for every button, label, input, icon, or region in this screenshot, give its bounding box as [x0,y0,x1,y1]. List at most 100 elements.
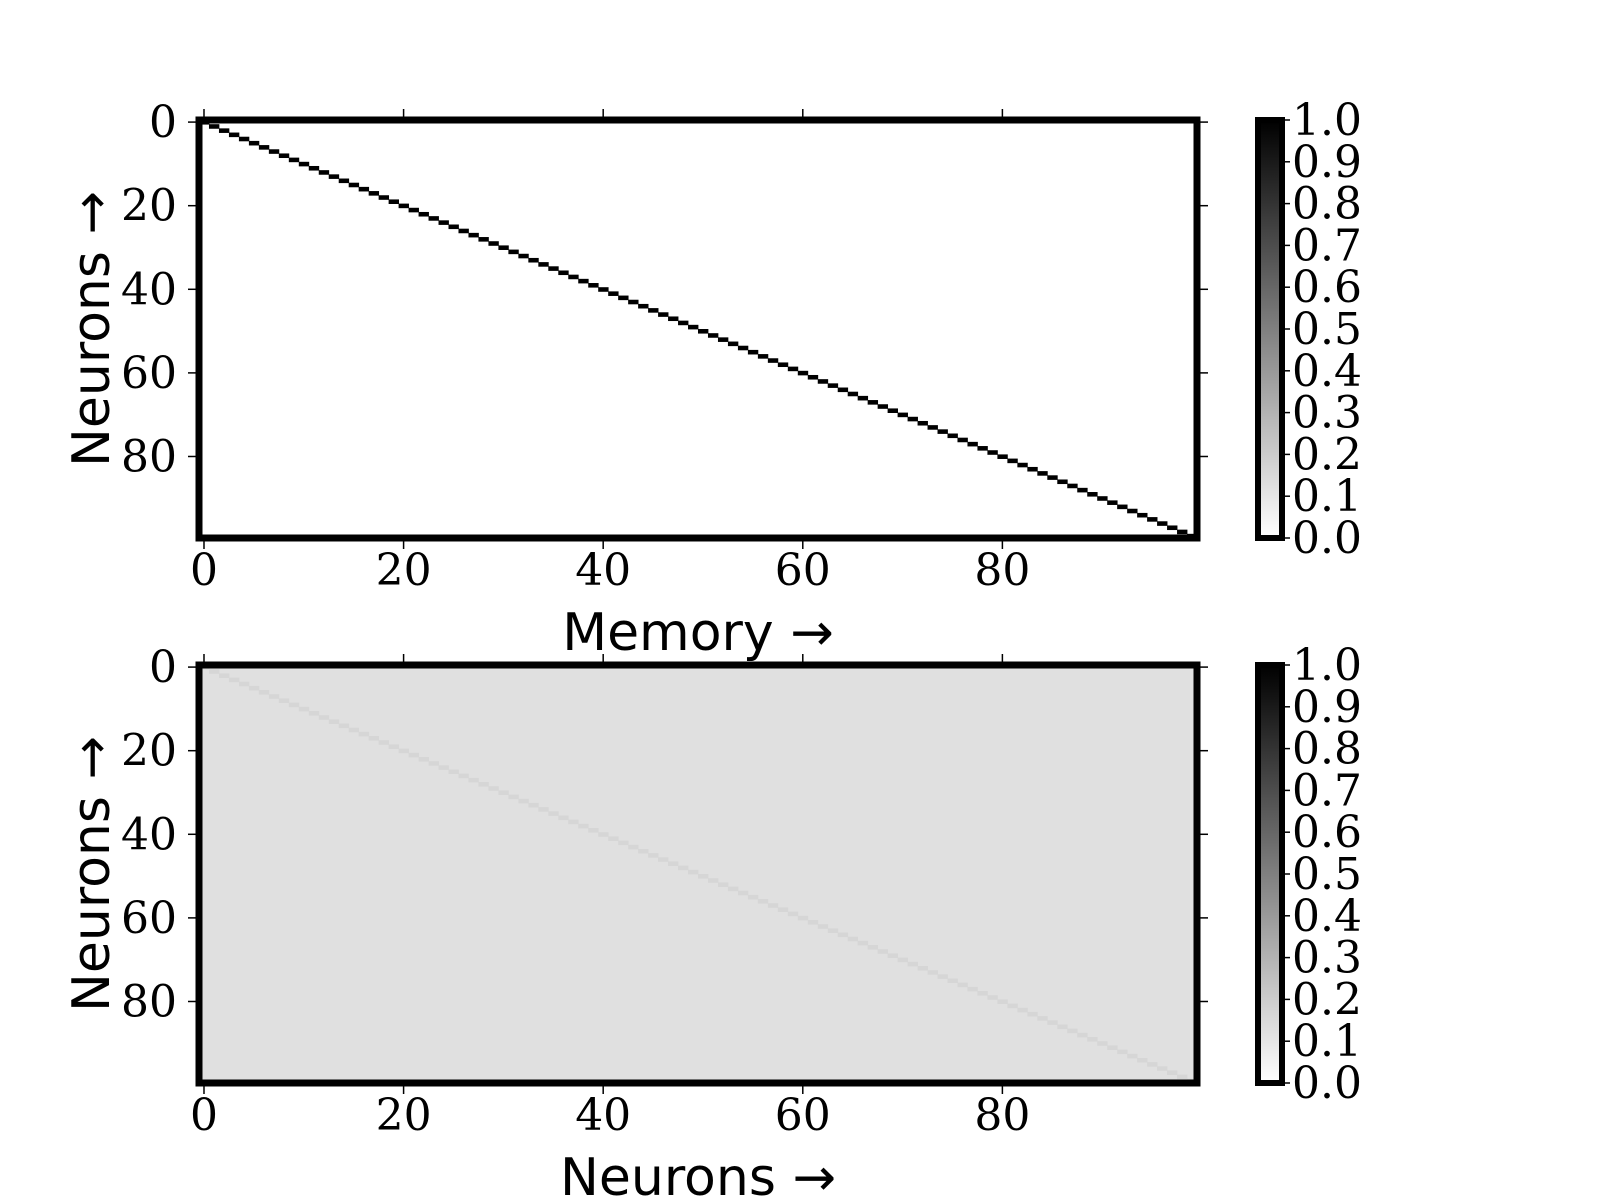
heatmap-cell [787,911,799,917]
y-axis-label: Neurons → [62,191,122,467]
heatmap-cell [278,153,290,159]
heatmap-cell [368,736,380,741]
colorbar-tick-label: 0.4 [1292,891,1362,942]
heatmap-cell [328,174,340,179]
heatmap-cells [199,120,1198,539]
x-tick-label: 60 [775,1090,831,1141]
heatmap-cell [1037,1016,1048,1021]
heatmap-cell [1037,471,1048,476]
heatmap-cell [817,379,829,384]
heatmap-cell [468,232,479,238]
heatmap-cell [418,756,429,762]
heatmap-cell [1137,512,1148,518]
heatmap-cell [528,802,539,808]
heatmap-cell [568,819,579,825]
y-tick-label: 40 [121,809,177,860]
heatmap-cell [787,366,799,372]
heatmap-cell [588,283,599,288]
heatmap-cell [578,278,589,284]
colorbar-tick-label: 0.7 [1292,765,1362,816]
heatmap-cell [548,811,559,816]
colorbar-tick-label: 0.8 [1292,724,1362,775]
heatmap-cell [727,341,739,347]
colorbar-tick-label: 0.8 [1292,179,1362,230]
heatmap-cell [1127,1053,1138,1059]
colorbar: 0.00.10.20.30.40.50.60.70.80.91.0 [1255,95,1362,564]
heatmap-cell [628,299,639,305]
heatmap-cell [438,220,449,225]
heatmap-cell [648,853,659,858]
heatmap-cell [757,354,769,359]
colorbar-tick-label: 0.5 [1292,304,1362,355]
heatmap-cell [308,165,320,171]
heatmap-cell [518,798,529,804]
heatmap-cell [658,857,669,862]
heatmap-cell [438,765,449,770]
heatmap-cell [1007,1003,1018,1009]
heatmap-cell [238,136,250,142]
heatmap-cell [757,899,769,904]
heatmap-cell [238,681,250,687]
heatmap-cell [877,404,889,409]
heatmap-cell [668,316,679,322]
heatmap-cell [917,420,928,426]
heatmap-cell [777,907,789,913]
heatmap-cell [1087,1037,1098,1042]
heatmap-cell [707,333,719,338]
heatmap-cell [568,274,579,280]
heatmap-cell [258,145,270,150]
heatmap-cells [199,665,1198,1084]
x-tick-label: 80 [974,1090,1030,1141]
x-axis-label: Memory → [562,603,834,663]
heatmap-cell [877,949,889,954]
heatmap-cell [678,320,689,326]
heatmap-cell [318,170,330,175]
heatmap-cell [378,740,390,745]
colorbar-tick-label: 0.5 [1292,849,1362,900]
heatmap-cell [827,928,839,933]
heatmap-cell [747,894,759,900]
x-axis-ticks: 0 20 40 60 80 [190,654,1030,1141]
heatmap-cell [1117,504,1128,510]
heatmap-cell [977,446,988,451]
heatmap-cell [358,186,370,192]
heatmap-cell [398,748,409,754]
colorbar-ticks: 0.00.10.20.30.40.50.60.70.80.91.0 [1282,640,1362,1109]
heatmap-cell [348,182,360,188]
y-tick-label: 0 [149,642,177,693]
heatmap-cell [997,999,1008,1004]
heatmap-cell [218,128,230,133]
heatmap-cell [947,433,958,439]
heatmap-cell [837,932,849,938]
heatmap-cell [268,694,280,699]
colorbar-tick-label: 0.0 [1292,513,1362,564]
heatmap-cell [348,727,360,733]
y-tick-label: 80 [121,976,177,1027]
heatmap-cell [368,191,380,196]
heatmap-cell [228,132,240,138]
y-tick-label: 60 [121,893,177,944]
heatmap-cell [308,710,320,716]
colorbar-gradient [1258,665,1282,1083]
heatmap-cell [608,291,619,296]
heatmap-cell [698,874,709,879]
heatmap-cell [957,437,968,443]
heatmap-cell [1177,529,1188,535]
heatmap-cell [1177,1074,1188,1080]
heatmap-cell [618,840,629,846]
heatmap-cell [598,832,609,837]
heatmap-cell [558,270,569,276]
heatmap-cell [478,782,489,787]
heatmap-cell [1017,1007,1028,1013]
heatmap-cell [1097,496,1108,501]
colorbar-tick-label: 0.1 [1292,1016,1362,1067]
heatmap-cell [258,690,270,695]
x-tick-label: 60 [775,545,831,596]
heatmap-cell [1067,1028,1078,1034]
heatmap-cell [907,961,918,967]
heatmap-cell [737,345,749,351]
y-tick-label: 80 [121,431,177,482]
heatmap-cell [458,773,469,779]
